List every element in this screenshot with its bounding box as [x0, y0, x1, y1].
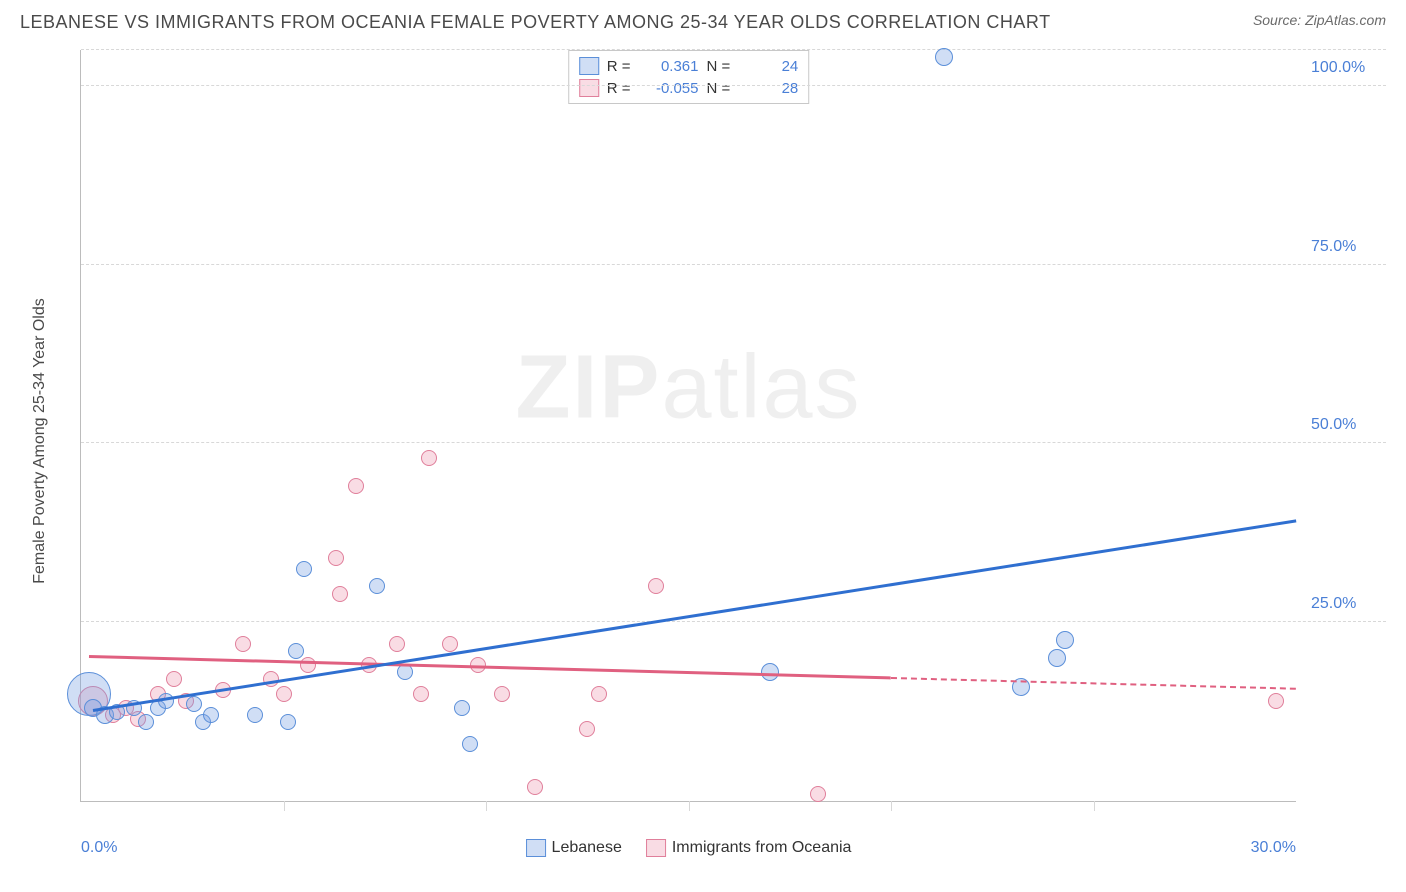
data-point-oceania [579, 721, 595, 737]
x-tick [284, 801, 285, 811]
legend-swatch [526, 839, 546, 857]
data-point-oceania [235, 636, 251, 652]
x-tick [891, 801, 892, 811]
y-tick-label: 50.0% [1311, 416, 1381, 434]
plot-area: ZIPatlas R =0.361N =24R =-0.055N =28 Leb… [80, 50, 1296, 802]
gridline-h [81, 85, 1386, 86]
data-point-oceania [421, 450, 437, 466]
data-point-oceania [1268, 693, 1284, 709]
data-point-oceania [648, 578, 664, 594]
stat-label-N: N = [707, 58, 731, 75]
gridline-h [81, 621, 1386, 622]
data-point-oceania [348, 478, 364, 494]
data-point-lebanese [454, 700, 470, 716]
data-point-oceania [810, 786, 826, 802]
data-point-oceania [527, 779, 543, 795]
gridline-h [81, 264, 1386, 265]
data-point-lebanese [288, 643, 304, 659]
chart-title: LEBANESE VS IMMIGRANTS FROM OCEANIA FEMA… [20, 12, 1051, 33]
legend-swatch [579, 79, 599, 97]
data-point-oceania [332, 586, 348, 602]
series-legend: Lebanese Immigrants from Oceania [526, 839, 852, 857]
stat-label-R: R = [607, 58, 631, 75]
stats-row-oceania: R = -0.055 N = 28 [579, 77, 799, 99]
x-tick [689, 801, 690, 811]
data-point-lebanese [935, 48, 953, 66]
data-point-oceania [166, 671, 182, 687]
data-point-oceania [328, 550, 344, 566]
data-point-lebanese [280, 714, 296, 730]
data-point-lebanese [397, 664, 413, 680]
x-tick-label: 30.0% [1251, 839, 1296, 857]
trend-line [891, 677, 1296, 690]
watermark: ZIPatlas [515, 336, 861, 439]
legend-swatch [646, 839, 666, 857]
data-point-lebanese [296, 561, 312, 577]
data-point-oceania [389, 636, 405, 652]
stat-value-R: -0.055 [639, 80, 699, 97]
y-tick-label: 25.0% [1311, 595, 1381, 613]
data-point-lebanese [1056, 631, 1074, 649]
stat-label-R: R = [607, 80, 631, 97]
legend-label: Lebanese [552, 839, 622, 857]
legend-swatch [579, 57, 599, 75]
x-tick [486, 801, 487, 811]
legend-label: Immigrants from Oceania [672, 839, 852, 857]
data-point-lebanese [369, 578, 385, 594]
y-tick-label: 75.0% [1311, 238, 1381, 256]
data-point-oceania [413, 686, 429, 702]
chart-container: Female Poverty Among 25-34 Year Olds ZIP… [50, 50, 1386, 832]
data-point-oceania [442, 636, 458, 652]
gridline-h [81, 49, 1386, 50]
data-point-lebanese [186, 696, 202, 712]
data-point-lebanese [1048, 649, 1066, 667]
x-tick [1094, 801, 1095, 811]
y-axis-title: Female Poverty Among 25-34 Year Olds [31, 298, 49, 584]
stats-row-lebanese: R = 0.361 N = 24 [579, 55, 799, 77]
legend-item-lebanese: Lebanese [526, 839, 622, 857]
data-point-oceania [591, 686, 607, 702]
source-attribution: Source: ZipAtlas.com [1253, 12, 1386, 28]
data-point-oceania [494, 686, 510, 702]
stat-label-N: N = [707, 80, 731, 97]
x-tick-label: 0.0% [81, 839, 117, 857]
stat-value-N: 24 [738, 58, 798, 75]
data-point-oceania [300, 657, 316, 673]
data-point-lebanese [203, 707, 219, 723]
gridline-h [81, 442, 1386, 443]
data-point-oceania [276, 686, 292, 702]
data-point-lebanese [138, 714, 154, 730]
legend-item-oceania: Immigrants from Oceania [646, 839, 852, 857]
correlation-stats-box: R = 0.361 N = 24 R = -0.055 N = 28 [568, 50, 810, 104]
data-point-lebanese [462, 736, 478, 752]
stat-value-N: 28 [738, 80, 798, 97]
data-point-lebanese [247, 707, 263, 723]
stat-value-R: 0.361 [639, 58, 699, 75]
y-tick-label: 100.0% [1311, 59, 1381, 77]
